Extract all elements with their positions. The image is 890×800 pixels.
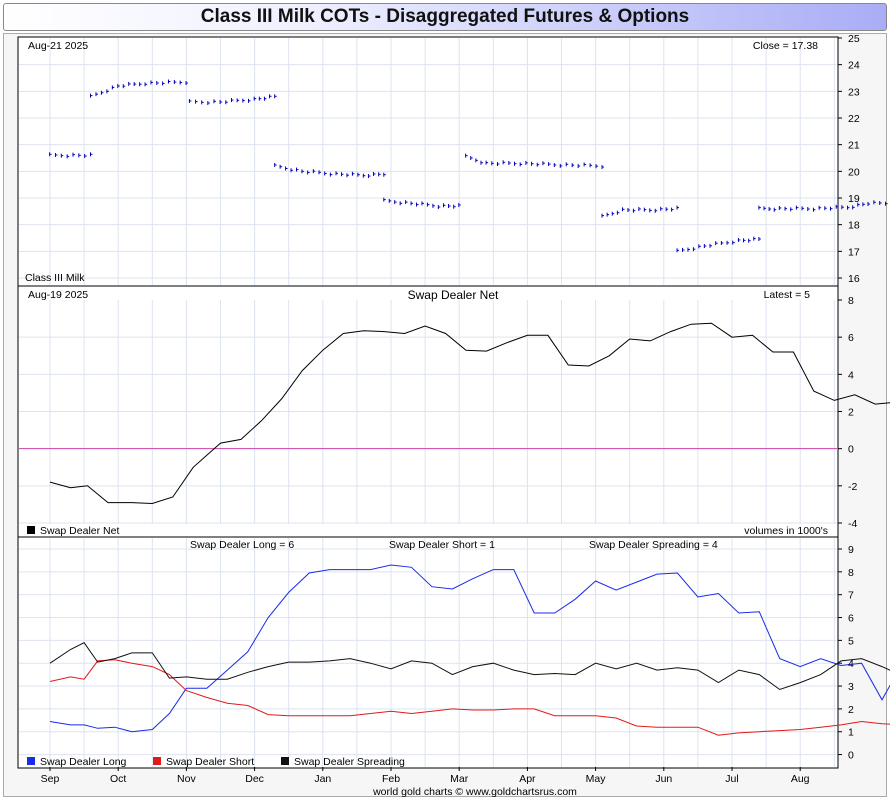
y-tick-label: 18 [848,220,860,232]
price-grid [19,38,837,285]
components-series [49,564,890,736]
x-tick-label: Jan [314,773,331,785]
x-tick-label: Oct [110,773,126,785]
long-line [49,564,890,733]
short-line [49,659,890,736]
net-y-axis: -4 -2 0 2 4 6 8 [838,295,857,530]
y-tick-label: -2 [848,481,857,493]
y-tick-label: 8 [848,295,854,307]
price-legend: Class III Milk [25,272,85,284]
x-tick-label: May [586,773,607,785]
components-grid [19,538,837,767]
spreading-stat-label: Swap Dealer Spreading = 4 [589,539,718,551]
y-tick-label: 0 [848,750,854,762]
y-tick-label: 2 [848,704,854,716]
footer-credit: world gold charts © www.goldchartsrus.co… [372,786,577,798]
y-tick-label: 19 [848,193,860,205]
x-tick-label: Aug [791,773,810,785]
y-tick-label: 22 [848,113,860,125]
volumes-note: volumes in 1000's [744,525,828,537]
x-tick-label: Sep [41,773,60,785]
y-tick-label: 20 [848,166,860,178]
y-tick-label: 23 [848,86,860,98]
price-close-label: Close = 17.38 [753,40,818,52]
x-tick-label: Feb [382,773,400,785]
x-tick-label: Nov [177,773,196,785]
y-tick-label: 25 [848,33,860,45]
price-date-label: Aug-21 2025 [28,40,88,52]
price-panel [17,36,839,287]
long-legend-label: Swap Dealer Long [40,756,127,768]
long-stat-label: Swap Dealer Long = 6 [190,539,294,551]
y-tick-label: 6 [848,613,854,625]
short-stat-label: Swap Dealer Short = 1 [389,539,495,551]
net-series [49,322,890,505]
y-tick-label: 5 [848,635,854,647]
chart-title: Class III Milk COTs - Disaggregated Futu… [3,3,887,31]
y-tick-label: 8 [848,567,854,579]
y-tick-label: 4 [848,369,854,381]
spreading-legend-swatch [281,757,289,765]
y-tick-label: 0 [848,444,854,456]
y-tick-label: 9 [848,544,854,556]
y-tick-label: -4 [848,518,857,530]
net-panel-title: Swap Dealer Net [408,288,499,302]
x-tick-label: Jun [655,773,672,785]
x-tick-label: Mar [450,773,469,785]
y-tick-label: 17 [848,246,860,258]
y-tick-label: 2 [848,407,854,419]
x-tick-label: Jul [725,773,738,785]
x-tick-label: Apr [519,773,536,785]
net-legend-label: Swap Dealer Net [40,525,119,537]
components-panel [17,536,839,769]
spreading-legend-label: Swap Dealer Spreading [294,756,405,768]
net-legend-swatch [27,526,35,534]
net-latest-label: Latest = 5 [764,289,811,301]
spreading-line [49,642,890,691]
y-tick-label: 3 [848,681,854,693]
y-tick-label: 24 [848,60,860,72]
y-tick-label: 7 [848,590,854,602]
y-tick-label: 4 [848,658,854,670]
y-tick-label: 16 [848,273,860,285]
short-legend-swatch [153,757,161,765]
y-tick-label: 6 [848,332,854,344]
price-y-axis: 16 17 18 19 20 21 22 23 24 25 [838,33,860,285]
net-date-label: Aug-19 2025 [28,289,88,301]
components-y-axis: 0 1 2 3 4 5 6 7 8 9 [838,544,854,762]
y-tick-label: 21 [848,140,860,152]
x-axis-months: Sep Oct Nov Dec Jan Feb Mar Apr May Jun Jul Aug [41,767,810,785]
y-tick-label: 1 [848,727,854,739]
short-legend-label: Swap Dealer Short [166,756,254,768]
long-legend-swatch [27,757,35,765]
x-tick-label: Dec [245,773,264,785]
price-series [49,79,888,253]
net-line [49,322,890,505]
